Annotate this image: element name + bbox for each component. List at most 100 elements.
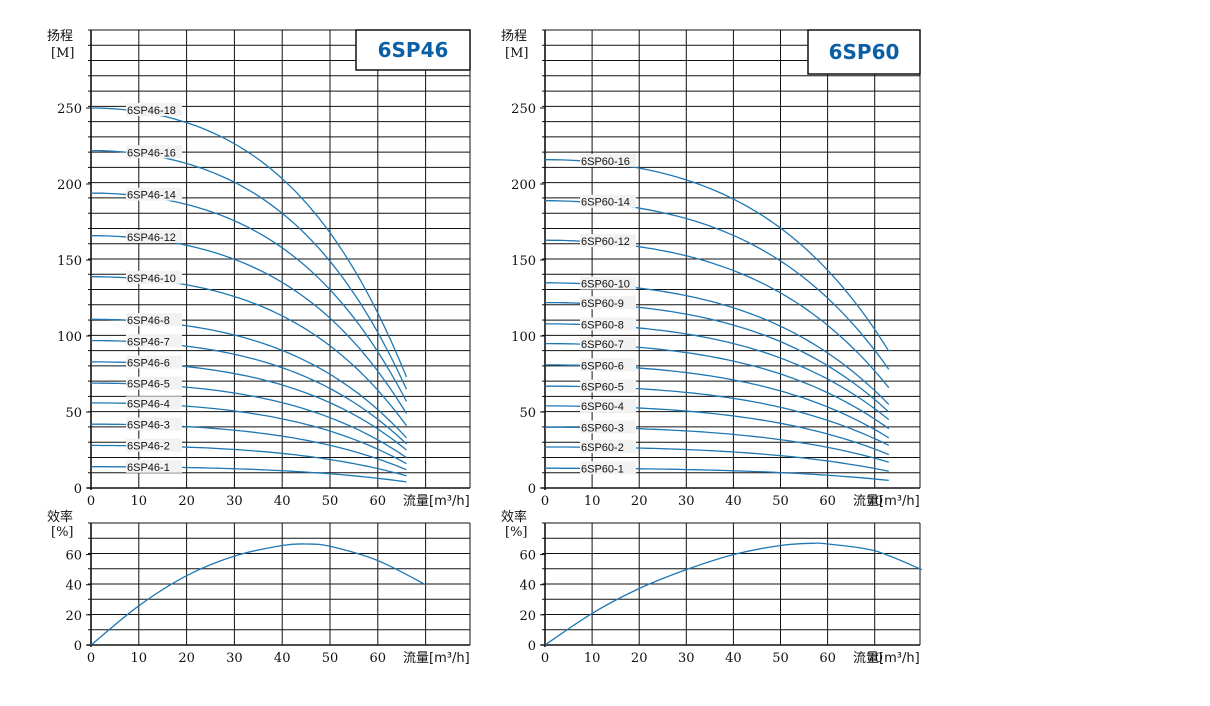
x-tick-label: 0 xyxy=(87,651,95,666)
series-label: 6SP60-7 xyxy=(581,339,624,351)
y-tick-label: 0 xyxy=(74,482,82,497)
series-label: 6SP46-16 xyxy=(127,147,176,159)
x-tick-label: 0 xyxy=(541,651,549,666)
series-label-bg xyxy=(580,153,636,167)
x-tick-label: 30 xyxy=(226,494,243,509)
y-tick-label: 250 xyxy=(511,102,536,117)
x-tick-label: 70 xyxy=(866,651,883,666)
series-label-bg xyxy=(580,234,636,248)
grid xyxy=(86,522,471,647)
x-axis-title: 流量[m³/h] xyxy=(853,651,920,666)
series-label-bg xyxy=(580,379,636,393)
series-label-bg xyxy=(126,417,182,431)
series-label-bg xyxy=(580,194,636,208)
series-label: 6SP60-8 xyxy=(581,319,624,331)
series-label: 6SP60-16 xyxy=(581,156,630,168)
chart-panel-2: 0 20 40 60 0 10 20 30 40 50 60 效率[%] 流量[m³/h] xyxy=(47,509,471,666)
y-tick-label: 60 xyxy=(65,549,82,564)
y-axis-unit: [M] xyxy=(51,46,74,61)
x-tick-label: 40 xyxy=(725,494,742,509)
series-label-bg xyxy=(580,399,636,413)
series-label-bg xyxy=(126,459,182,473)
y-tick-label: 0 xyxy=(74,639,82,654)
series-label-bg xyxy=(126,376,182,390)
y-tick-label: 150 xyxy=(57,254,82,269)
series-label-bg xyxy=(126,355,182,369)
series-label-bg xyxy=(126,270,182,284)
series-label: 6SP60-3 xyxy=(581,422,624,434)
x-axis-title: 流量[m³/h] xyxy=(853,494,920,509)
x-tick-label: 20 xyxy=(178,494,195,509)
series-label-bg xyxy=(580,358,636,372)
series-label: 6SP46-2 xyxy=(127,441,170,453)
series-label: 6SP46-12 xyxy=(127,232,176,244)
y-tick-label: 200 xyxy=(511,178,536,193)
y-tick-label: 50 xyxy=(65,406,82,421)
series-label: 6SP60-1 xyxy=(581,463,624,475)
series-label: 6SP46-14 xyxy=(127,190,176,202)
y-tick-label: 0 xyxy=(528,639,536,654)
x-tick-label: 20 xyxy=(631,494,648,509)
series-label-bg xyxy=(580,420,636,434)
y-tick-label: 40 xyxy=(519,579,536,594)
series-label-bg xyxy=(126,145,182,159)
y-tick-label: 20 xyxy=(65,609,82,624)
series-label-bg xyxy=(126,187,182,201)
x-tick-label: 40 xyxy=(725,651,742,666)
series-label-bg xyxy=(126,334,182,348)
series-label-bg xyxy=(580,317,636,331)
model-title: 6SP46 xyxy=(378,38,449,62)
y-tick-label: 20 xyxy=(519,609,536,624)
y-axis-unit: [%] xyxy=(505,525,528,540)
x-axis-title: 流量[m³/h] xyxy=(403,494,470,509)
series-label-bg xyxy=(126,229,182,243)
x-tick-label: 10 xyxy=(584,651,601,666)
series-group xyxy=(544,542,923,646)
series-label: 6SP46-3 xyxy=(127,419,170,431)
series-label-bg xyxy=(126,313,182,327)
x-tick-label: 50 xyxy=(772,494,789,509)
series-group xyxy=(90,543,426,646)
chart-panel-3: 0 50 100 150 200 250 0 10 20 30 40 50 60 70 扬程 [M] 流量[m³… xyxy=(501,29,921,509)
x-tick-label: 60 xyxy=(370,651,387,666)
x-tick-label: 10 xyxy=(131,494,148,509)
y-tick-label: 100 xyxy=(57,330,82,345)
model-badge xyxy=(807,29,921,75)
x-tick-label: 0 xyxy=(541,494,549,509)
series-label-bg xyxy=(580,337,636,351)
series-label: 6SP60-4 xyxy=(581,401,624,413)
grid xyxy=(540,522,921,647)
y-axis-unit: [%] xyxy=(51,525,74,540)
x-tick-label: 50 xyxy=(772,651,789,666)
x-tick-label: 10 xyxy=(131,651,148,666)
y-axis-title: 效率 xyxy=(501,509,527,525)
x-tick-label: 70 xyxy=(866,494,883,509)
series-label: 6SP46-5 xyxy=(127,379,170,391)
series-label: 6SP60-9 xyxy=(581,298,624,310)
x-tick-label: 50 xyxy=(322,494,339,509)
y-tick-label: 250 xyxy=(57,102,82,117)
series-label: 6SP60-10 xyxy=(581,279,630,291)
y-tick-label: 50 xyxy=(519,406,536,421)
y-axis-title: 扬程 xyxy=(47,29,73,44)
series-label: 6SP60-5 xyxy=(581,382,624,394)
x-tick-label: 60 xyxy=(370,494,387,509)
series-label-bg xyxy=(580,276,636,290)
x-tick-label: 60 xyxy=(819,494,836,509)
series-label: 6SP46-4 xyxy=(127,398,170,410)
series-label: 6SP46-6 xyxy=(127,357,170,369)
x-tick-label: 20 xyxy=(178,651,195,666)
y-tick-label: 60 xyxy=(519,549,536,564)
series-label: 6SP46-18 xyxy=(127,105,176,117)
y-tick-label: 150 xyxy=(511,254,536,269)
x-tick-label: 40 xyxy=(274,494,291,509)
series-label-bg xyxy=(580,296,636,310)
series-label-bg xyxy=(126,102,182,116)
y-tick-label: 0 xyxy=(528,482,536,497)
x-axis-title: 流量[m³/h] xyxy=(403,651,470,666)
chart-panel-1: 0 50 100 150 200 250 0 10 20 30 40 50 60 扬程 [M] 流量[m³/h… xyxy=(47,29,471,509)
x-tick-label: 40 xyxy=(274,651,291,666)
series-label: 6SP46-1 xyxy=(127,462,170,474)
y-axis-unit: [M] xyxy=(505,46,528,61)
model-badge xyxy=(355,29,471,71)
